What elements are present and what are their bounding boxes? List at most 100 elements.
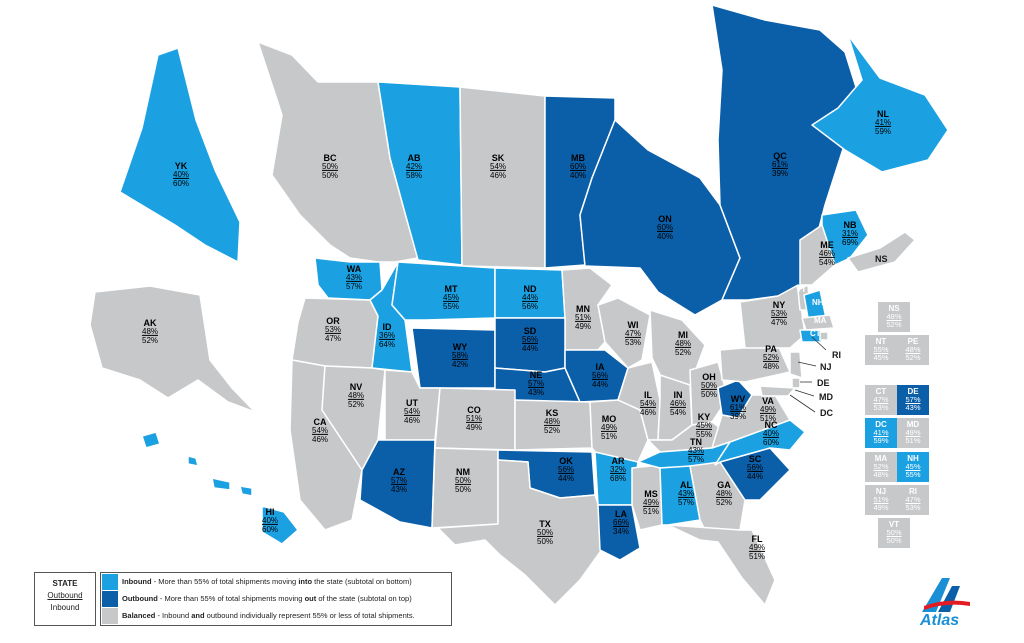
legend-swatch (102, 607, 118, 624)
legend-row-balanced: Balanced - Inbound and outbound individu… (101, 607, 451, 624)
inbound-value: 49% (873, 503, 889, 513)
side-box-md: MD 49% 51% (897, 418, 929, 448)
side-box-ct: CT 47% 53% (865, 385, 897, 415)
legend-key-inbound: Inbound (50, 603, 80, 612)
outbound-value: 52% (873, 462, 889, 472)
region-ak (89, 285, 256, 413)
leader-line (811, 336, 827, 351)
region-or (291, 297, 379, 369)
region-de (791, 377, 801, 389)
legend-desc: outbound individually represent 55% or l… (204, 611, 415, 620)
region-nc (714, 419, 806, 466)
legend-name: Balanced (122, 611, 156, 620)
box-abbr: CT (875, 386, 887, 396)
box-abbr: NS (888, 303, 900, 313)
small-label-dc: DC (820, 408, 833, 418)
legend-desc: - More than 55% of total shipments movin… (151, 577, 299, 586)
region-ct (799, 329, 823, 343)
outbound-value: 41% (873, 428, 889, 438)
region-tx (437, 459, 611, 606)
region-ns (847, 231, 916, 273)
legend-emph: into (298, 577, 313, 586)
inbound-value: 48% (873, 470, 889, 480)
region-oh (689, 361, 729, 426)
legend: Inbound - More than 55% of total shipmen… (100, 572, 452, 626)
small-label-ns: NS (875, 254, 888, 264)
outbound-value: 48% (905, 345, 921, 355)
side-box-vt: VT 50% 50% (878, 518, 910, 548)
legend-emph: out (304, 594, 317, 603)
legend-desc: of the state (subtotal on top) (316, 594, 412, 603)
region-wi (597, 297, 651, 369)
region-ks (514, 399, 593, 451)
small-label-ri: RI (832, 350, 841, 360)
region-la (597, 504, 641, 561)
box-abbr: MA (874, 453, 888, 463)
region-sk (459, 86, 546, 269)
region-ri (819, 331, 829, 341)
box-abbr: NT (875, 336, 887, 346)
legend-key-outbound: Outbound (47, 591, 83, 600)
atlas-logo-icon (922, 578, 970, 612)
region-bc (257, 41, 419, 263)
region-hi (211, 477, 231, 491)
region-sd (494, 317, 566, 373)
inbound-value: 53% (905, 503, 921, 513)
inbound-value: 51% (905, 436, 921, 446)
region-nj (789, 351, 803, 379)
side-box-nh: NH 45% 55% (897, 452, 929, 482)
region-mt (391, 261, 496, 321)
legend-desc: the state (subtotal on bottom) (312, 577, 412, 586)
small-label-ma: MA (814, 316, 827, 325)
legend-text: Outbound - More than 55% of total shipme… (122, 594, 412, 603)
region-ms (631, 464, 663, 531)
side-box-pe: PE 48% 52% (897, 335, 929, 365)
box-abbr: PE (907, 336, 919, 346)
region-hi (261, 505, 299, 545)
legend-text: Balanced - Inbound and outbound individu… (122, 611, 415, 620)
side-box-nt: NT 55% 45% (865, 335, 897, 365)
inbound-value: 52% (886, 320, 902, 330)
inbound-value: 59% (873, 436, 889, 446)
region-me (799, 224, 836, 286)
inbound-value: 52% (905, 353, 921, 363)
region-hi (239, 485, 253, 497)
side-box-ns: NS 48% 52% (878, 302, 910, 332)
side-box-nj: NJ 51% 49% (865, 485, 897, 515)
legend-emph: and (191, 611, 205, 620)
region-hi (141, 431, 161, 449)
legend-swatch (102, 573, 118, 590)
box-abbr: NH (907, 453, 919, 463)
region-on (579, 119, 741, 316)
box-abbr: MD (906, 419, 920, 429)
legend-name: Inbound (122, 577, 152, 586)
side-box-dc: DC 41% 59% (865, 418, 897, 448)
box-abbr: RI (909, 486, 917, 496)
legend-desc: - More than 55% of total shipments movin… (157, 594, 305, 603)
inbound-value: 50% (886, 536, 902, 546)
legend-name: Outbound (122, 594, 158, 603)
logo-text: Atlas (920, 612, 960, 629)
box-abbr: VT (888, 519, 900, 529)
side-box-de: DE 57% 43% (897, 385, 929, 415)
outbound-value: 57% (905, 395, 921, 405)
small-label-ct: CT (810, 329, 821, 338)
legend-key-title: STATE (52, 579, 78, 588)
legend-swatch (102, 590, 118, 607)
region-md (759, 385, 796, 397)
inbound-value: 53% (873, 403, 889, 413)
outbound-value: 49% (905, 428, 921, 438)
region-ma (801, 314, 835, 331)
legend-key: STATE Outbound Inbound (34, 572, 96, 626)
box-abbr: DC (875, 419, 887, 429)
outbound-value: 45% (905, 462, 921, 472)
legend-row-outbound: Outbound - More than 55% of total shipme… (101, 590, 451, 607)
small-label-nh: NH (812, 298, 824, 307)
small-label-de: DE (817, 378, 830, 388)
outbound-value: 48% (886, 312, 902, 322)
side-box-ma: MA 52% 48% (865, 452, 897, 482)
region-nd (494, 267, 566, 319)
legend-row-inbound: Inbound - More than 55% of total shipmen… (101, 573, 451, 590)
inbound-value: 55% (905, 470, 921, 480)
